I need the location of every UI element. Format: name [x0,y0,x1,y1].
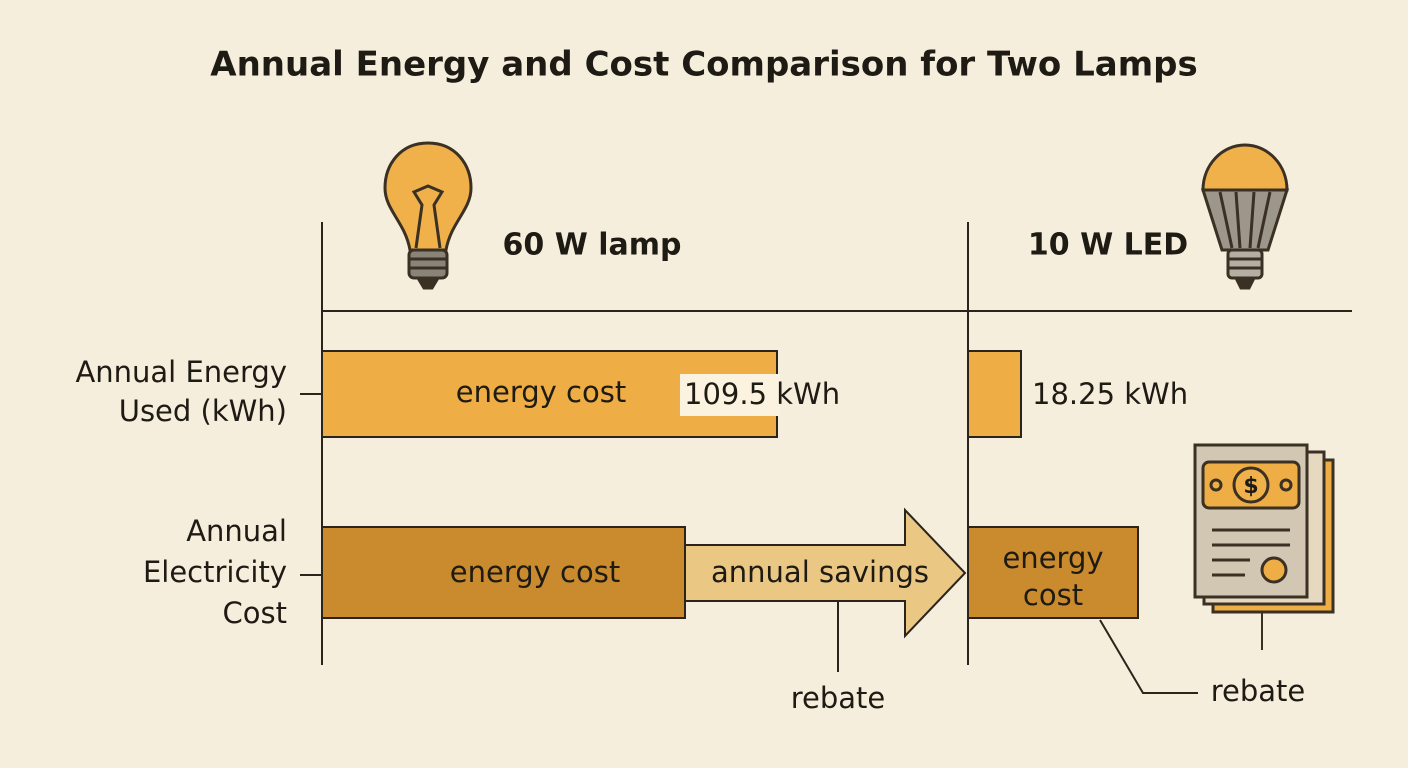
row-label: Annual Energy [75,355,287,389]
cost-bar [321,526,686,619]
row-label: Annual [186,514,287,548]
value-label: 18.25 kWh [1032,377,1188,411]
column-label: 60 W lamp [503,228,682,263]
incandescent-bulb-icon [383,141,473,290]
row-label: Used (kWh) [119,394,287,428]
led-bulb-icon [1200,143,1290,290]
energy-bar [967,350,1022,438]
bar-label: energy cost [456,375,626,409]
cost-bar [967,526,1139,619]
leader-line [1099,619,1198,694]
bar-label: energy [1002,541,1103,575]
rebate-icon [1193,443,1335,650]
note-label: rebate [791,681,886,715]
value-label: 109.5 kWh [684,377,840,411]
bar-label: cost [1023,578,1083,612]
arrow-label: annual savings [711,555,929,589]
column-label: 10 W LED [1028,228,1188,263]
row-label: Cost [223,596,287,630]
row-label: Electricity [143,555,287,589]
savings-arrow [684,507,967,639]
bar-label: energy cost [450,555,620,589]
value-box [680,374,780,416]
note-label: rebate [1211,674,1306,708]
title: Annual Energy and Cost Comparison for Tw… [210,45,1197,85]
currency-symbol: $ [1243,474,1258,499]
